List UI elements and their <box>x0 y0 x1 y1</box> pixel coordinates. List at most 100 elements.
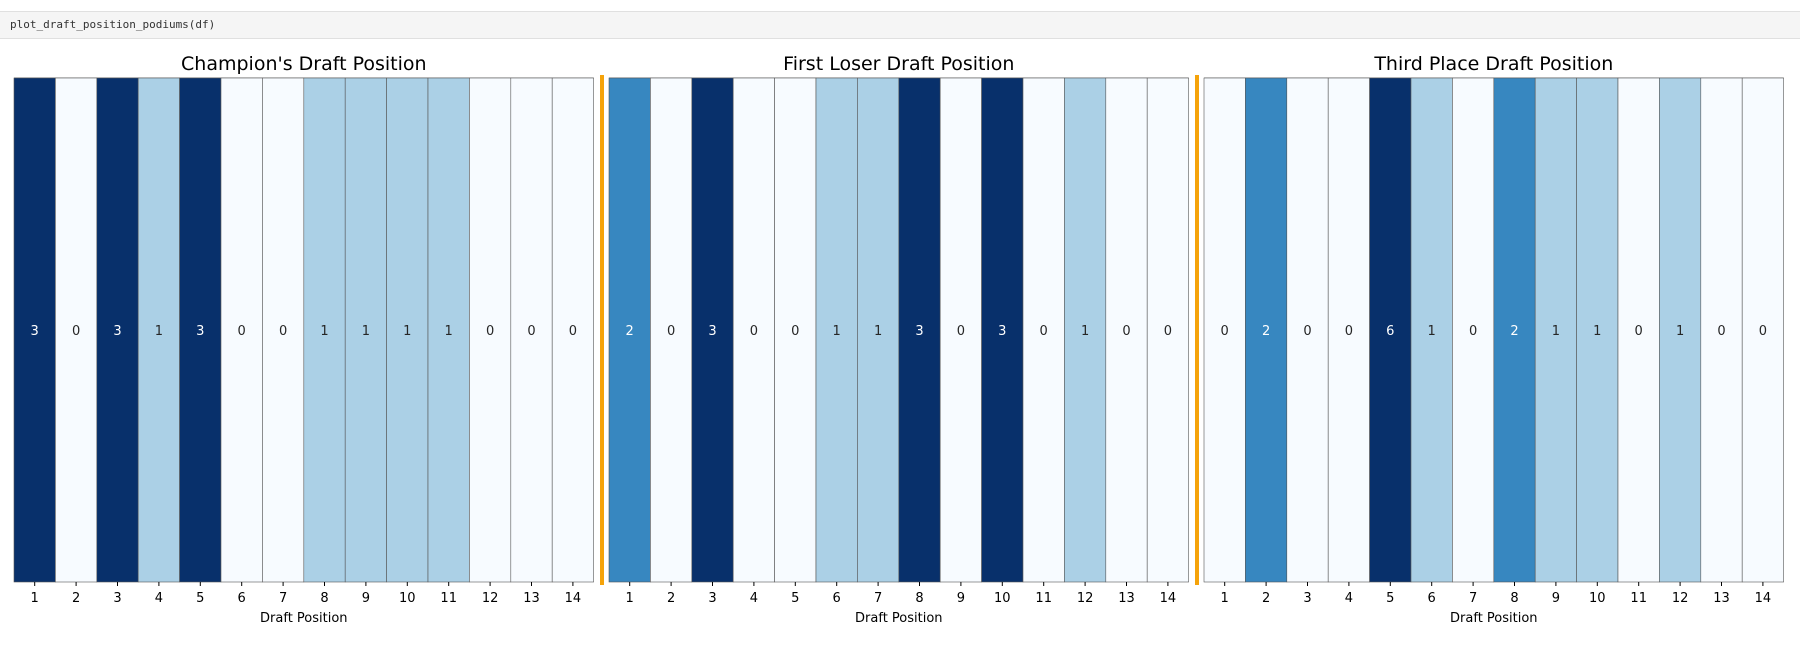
heatmap-cell <box>13 77 56 583</box>
heatmap-panel-1: Champion's Draft Position310233143506071… <box>13 53 594 626</box>
heatmap-cell <box>1286 77 1329 583</box>
x-tick-label: 7 <box>1469 591 1477 606</box>
cell-value-label: 1 <box>1081 324 1089 339</box>
heatmap-cell <box>469 77 512 583</box>
heatmap-cell <box>1410 77 1453 583</box>
heatmap-cell <box>386 77 429 583</box>
panel-separator-1 <box>600 75 604 585</box>
panel-separator-2 <box>1195 75 1199 585</box>
x-tick-label: 6 <box>833 591 841 606</box>
x-tick-label: 5 <box>791 591 799 606</box>
heatmap-cell <box>303 77 346 583</box>
x-tick-label: 9 <box>1552 591 1560 606</box>
cell-value-label: 3 <box>196 324 204 339</box>
cell-value-label: 0 <box>1221 324 1229 339</box>
cell-value-label: 2 <box>626 324 634 339</box>
x-tick-label: 13 <box>1118 591 1135 606</box>
cell-value-label: 6 <box>1386 324 1394 339</box>
x-axis-label: Draft Position <box>260 611 348 626</box>
cell-value-label: 0 <box>1759 324 1767 339</box>
cell-value-label: 3 <box>998 324 1006 339</box>
cell-value-label: 0 <box>1345 324 1353 339</box>
panel-title: First Loser Draft Position <box>783 53 1014 75</box>
x-tick-label: 10 <box>399 591 416 606</box>
x-tick-label: 12 <box>482 591 499 606</box>
x-tick-label: 10 <box>1589 591 1606 606</box>
heatmap-cell <box>650 77 693 583</box>
cell-value-label: 1 <box>362 324 370 339</box>
cell-value-label: 0 <box>486 324 494 339</box>
cell-value-label: 0 <box>957 324 965 339</box>
heatmap-cell <box>1022 77 1065 583</box>
x-tick-label: 7 <box>874 591 882 606</box>
cell-value-label: 0 <box>750 324 758 339</box>
x-tick-label: 9 <box>957 591 965 606</box>
x-axis-label: Draft Position <box>855 611 943 626</box>
heatmap-cell <box>1493 77 1536 583</box>
heatmap-cell <box>262 77 305 583</box>
heatmap-cell <box>1452 77 1495 583</box>
heatmap-cell <box>732 77 775 583</box>
x-tick-label: 11 <box>440 591 457 606</box>
heatmap-cell <box>220 77 263 583</box>
heatmap-cell <box>96 77 139 583</box>
cell-value-label: 1 <box>445 324 453 339</box>
heatmap-cell <box>939 77 982 583</box>
cell-value-label: 1 <box>1428 324 1436 339</box>
x-tick-label: 8 <box>1510 591 1518 606</box>
cell-value-label: 0 <box>667 324 675 339</box>
code-cell[interactable]: plot_draft_position_podiums(df) <box>0 11 1800 39</box>
heatmap-cell <box>1245 77 1288 583</box>
x-tick-label: 6 <box>1428 591 1436 606</box>
heatmap-cell <box>551 77 594 583</box>
cell-value-label: 1 <box>155 324 163 339</box>
x-tick-label: 10 <box>994 591 1011 606</box>
cell-value-label: 1 <box>833 324 841 339</box>
x-tick-label: 4 <box>750 591 758 606</box>
heatmap-cell <box>427 77 470 583</box>
x-tick-label: 4 <box>1345 591 1353 606</box>
x-tick-label: 11 <box>1035 591 1052 606</box>
cell-value-label: 0 <box>72 324 80 339</box>
cell-value-label: 3 <box>708 324 716 339</box>
x-tick-label: 2 <box>72 591 80 606</box>
x-tick-label: 6 <box>238 591 246 606</box>
x-tick-label: 8 <box>915 591 923 606</box>
heatmap-cell <box>1741 77 1784 583</box>
cell-value-label: 0 <box>1040 324 1048 339</box>
cell-value-label: 0 <box>1635 324 1643 339</box>
x-tick-label: 12 <box>1077 591 1094 606</box>
heatmap-cell <box>608 77 651 583</box>
cell-value-label: 3 <box>113 324 121 339</box>
x-tick-label: 14 <box>565 591 582 606</box>
heatmap-cell <box>1617 77 1660 583</box>
panel-title: Third Place Draft Position <box>1373 53 1613 75</box>
heatmap-cell <box>179 77 222 583</box>
heatmap-cell <box>137 77 180 583</box>
x-tick-label: 1 <box>1221 591 1229 606</box>
cell-value-label: 0 <box>1122 324 1130 339</box>
x-tick-label: 13 <box>523 591 540 606</box>
heatmap-cell <box>981 77 1024 583</box>
x-tick-label: 5 <box>196 591 204 606</box>
x-tick-label: 1 <box>626 591 634 606</box>
x-tick-label: 14 <box>1160 591 1177 606</box>
heatmap-cell <box>691 77 734 583</box>
cell-value-label: 2 <box>1262 324 1270 339</box>
cell-value-label: 0 <box>1469 324 1477 339</box>
cell-value-label: 0 <box>527 324 535 339</box>
x-tick-label: 3 <box>1303 591 1311 606</box>
heatmap-cell <box>344 77 387 583</box>
cell-value-label: 1 <box>320 324 328 339</box>
x-tick-label: 13 <box>1713 591 1730 606</box>
cell-value-label: 3 <box>31 324 39 339</box>
cell-value-label: 1 <box>1552 324 1560 339</box>
heatmap-cell <box>1146 77 1189 583</box>
heatmap-cell <box>1369 77 1412 583</box>
x-tick-label: 1 <box>31 591 39 606</box>
heatmap-cell <box>1203 77 1246 583</box>
heatmap-cell <box>55 77 98 583</box>
cell-value-label: 1 <box>1593 324 1601 339</box>
cell-value-label: 3 <box>915 324 923 339</box>
